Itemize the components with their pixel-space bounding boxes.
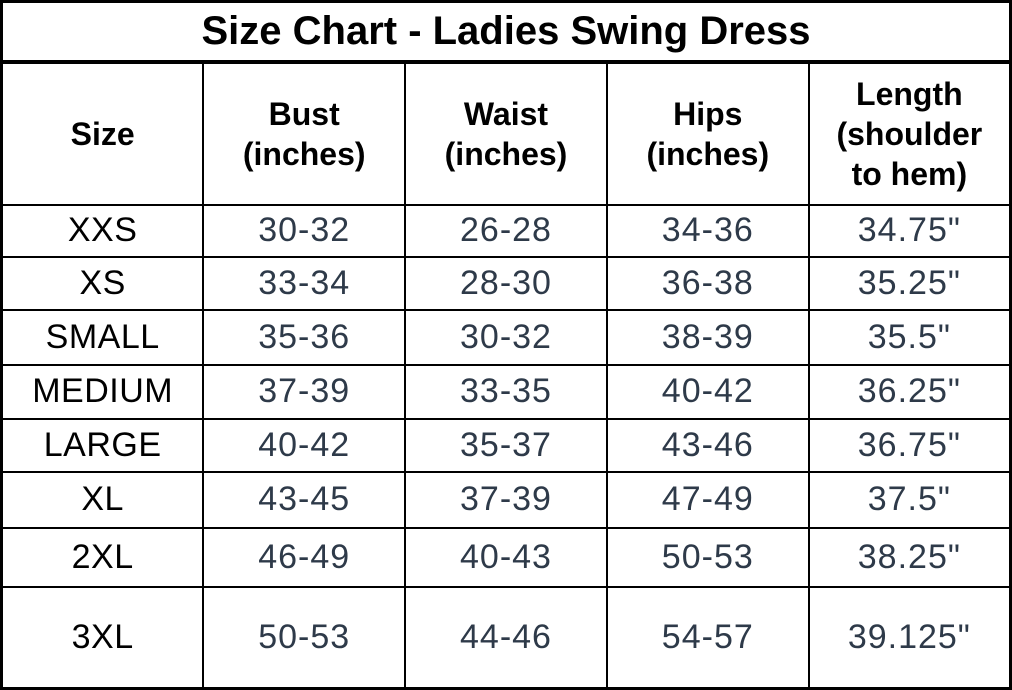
table-row-xl: XL 43-45 37-39 47-49 37.5": [0, 471, 1012, 529]
waist-cell: 28-30: [404, 255, 608, 312]
table-row-large: LARGE 40-42 35-37 43-46 36.75": [0, 417, 1012, 474]
bust-cell: 37-39: [202, 363, 407, 420]
bust-cell: 33-34: [202, 255, 407, 312]
size-cell: SMALL: [0, 309, 205, 366]
hips-cell: 34-36: [605, 203, 810, 258]
hips-cell: 36-38: [605, 255, 810, 312]
table-row-medium: MEDIUM 37-39 33-35 40-42 36.25": [0, 363, 1012, 420]
bust-cell: 43-45: [202, 471, 407, 529]
length-cell: 39.125": [807, 585, 1012, 690]
table-row-xxs: XXS 30-32 26-28 34-36 34.75": [0, 203, 1012, 258]
length-cell: 34.75": [807, 203, 1012, 258]
hips-cell: 38-39: [605, 309, 810, 366]
column-header-length: Length (shoulder to hem): [807, 60, 1012, 206]
waist-cell: 33-35: [404, 363, 608, 420]
bust-cell: 30-32: [202, 203, 407, 258]
page-title: Size Chart - Ladies Swing Dress: [0, 0, 1012, 64]
size-cell: XXS: [0, 203, 205, 258]
size-cell: LARGE: [0, 417, 205, 474]
waist-cell: 30-32: [404, 309, 608, 366]
bust-cell: 35-36: [202, 309, 407, 366]
bust-cell: 40-42: [202, 417, 407, 474]
length-cell: 35.25": [807, 255, 1012, 312]
size-cell: XL: [0, 471, 205, 529]
column-header-size-label: Size: [70, 115, 135, 152]
column-header-hips-label: Hips (inches): [646, 95, 770, 172]
column-header-bust-label: Bust (inches): [242, 95, 366, 172]
column-header-size: Size: [0, 60, 205, 206]
size-cell: MEDIUM: [0, 363, 205, 420]
waist-cell: 35-37: [404, 417, 608, 474]
length-cell: 35.5": [807, 309, 1012, 366]
size-cell: XS: [0, 255, 205, 312]
waist-cell: 37-39: [404, 471, 608, 529]
hips-cell: 43-46: [605, 417, 810, 474]
column-header-waist-label: Waist (inches): [444, 95, 568, 172]
bust-cell: 46-49: [202, 526, 407, 588]
length-cell: 36.25": [807, 363, 1012, 420]
column-header-length-label: Length (shoulder to hem): [836, 75, 983, 192]
column-header-bust: Bust (inches): [202, 60, 407, 206]
hips-cell: 50-53: [605, 526, 810, 588]
table-row-xs: XS 33-34 28-30 36-38 35.25": [0, 255, 1012, 312]
hips-cell: 54-57: [605, 585, 810, 690]
bust-cell: 50-53: [202, 585, 407, 690]
column-header-row: Size Bust (inches) Waist (inches) Hips (…: [0, 60, 1012, 206]
hips-cell: 47-49: [605, 471, 810, 529]
size-cell: 3XL: [0, 585, 205, 690]
table-row-small: SMALL 35-36 30-32 38-39 35.5": [0, 309, 1012, 366]
column-header-waist: Waist (inches): [404, 60, 608, 206]
waist-cell: 26-28: [404, 203, 608, 258]
table-row-3xl: 3XL 50-53 44-46 54-57 39.125": [0, 585, 1012, 690]
table-row-2xl: 2XL 46-49 40-43 50-53 38.25": [0, 526, 1012, 588]
waist-cell: 44-46: [404, 585, 608, 690]
length-cell: 36.75": [807, 417, 1012, 474]
hips-cell: 40-42: [605, 363, 810, 420]
title-row: Size Chart - Ladies Swing Dress: [0, 0, 1012, 64]
column-header-hips: Hips (inches): [605, 60, 810, 206]
waist-cell: 40-43: [404, 526, 608, 588]
length-cell: 38.25": [807, 526, 1012, 588]
length-cell: 37.5": [807, 471, 1012, 529]
size-cell: 2XL: [0, 526, 205, 588]
